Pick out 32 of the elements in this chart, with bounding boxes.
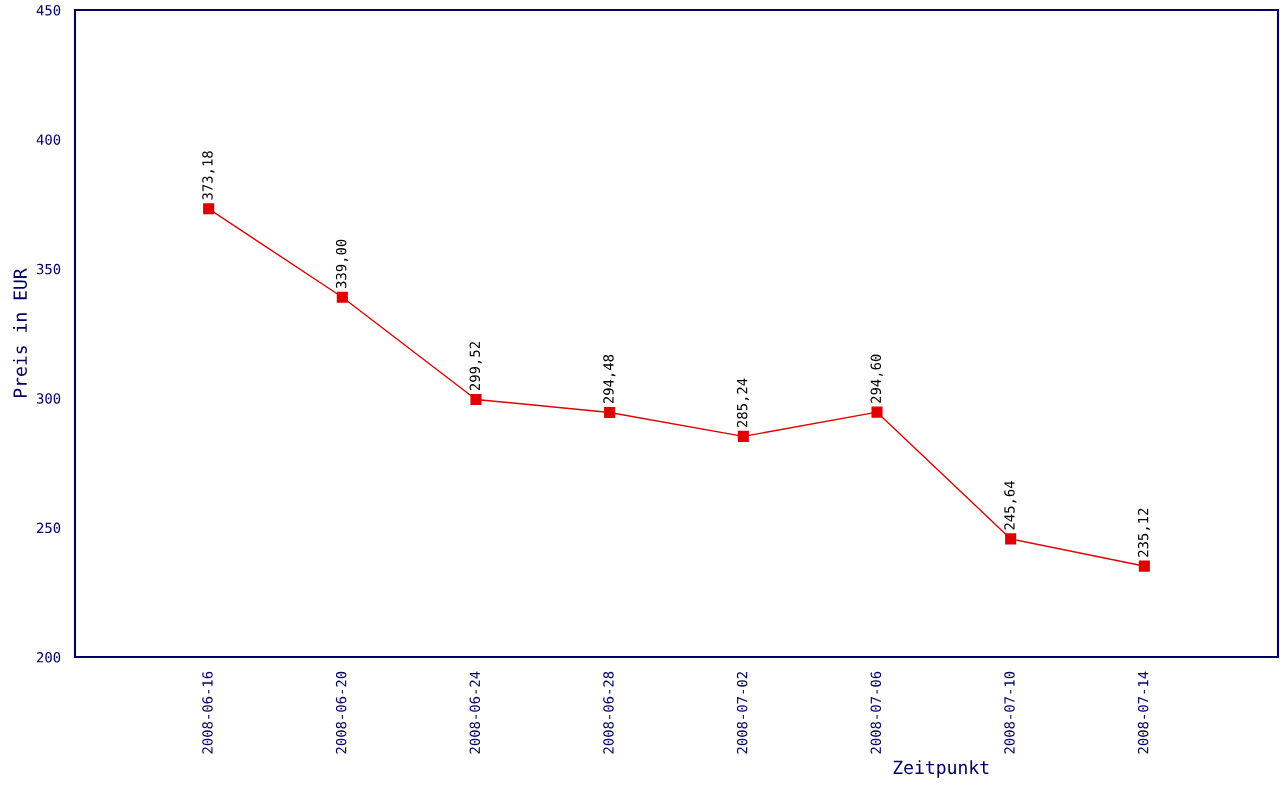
- point: [1138, 560, 1150, 572]
- x-axis-title: Zeitpunkt: [893, 760, 989, 778]
- data-label: 294,48: [603, 354, 616, 404]
- x-tick-label: 2008-07-02: [736, 672, 748, 754]
- x-tick-label: 2008-06-20: [335, 671, 347, 754]
- point: [871, 406, 883, 418]
- point: [604, 406, 616, 419]
- y-tick-label: 300: [36, 393, 61, 404]
- data-label: 285,24: [736, 378, 750, 428]
- x-tick-label: 2008-07-06: [870, 671, 882, 754]
- x-tick-label: 2008-06-24: [469, 671, 481, 754]
- data-label: 373,18: [202, 151, 215, 200]
- y-axis-title: Preis in EUR: [13, 268, 27, 397]
- x-tick-label: 2008-07-10: [1004, 671, 1015, 754]
- point: [336, 291, 348, 303]
- y-tick-label: 250: [37, 522, 61, 534]
- x-tick-label: 2008-06-28: [603, 671, 614, 754]
- data-label: 339,00: [335, 239, 349, 289]
- data-label: 299,52: [469, 342, 482, 391]
- point: [203, 203, 215, 215]
- data-label: 294,60: [870, 354, 883, 403]
- y-tick-label: 450: [36, 5, 61, 16]
- y-tick-label: 350: [36, 263, 61, 275]
- data-label: 235,12: [1137, 508, 1151, 557]
- y-tick-label: 400: [36, 134, 61, 145]
- point: [470, 393, 482, 405]
- point: [737, 430, 749, 442]
- x-tick-label: 2008-07-14: [1137, 671, 1149, 754]
- point: [1005, 533, 1017, 545]
- y-tick-label: 200: [37, 652, 61, 663]
- x-tick-label: 2008-06-16: [202, 671, 213, 754]
- data-label: 245,64: [1004, 481, 1017, 530]
